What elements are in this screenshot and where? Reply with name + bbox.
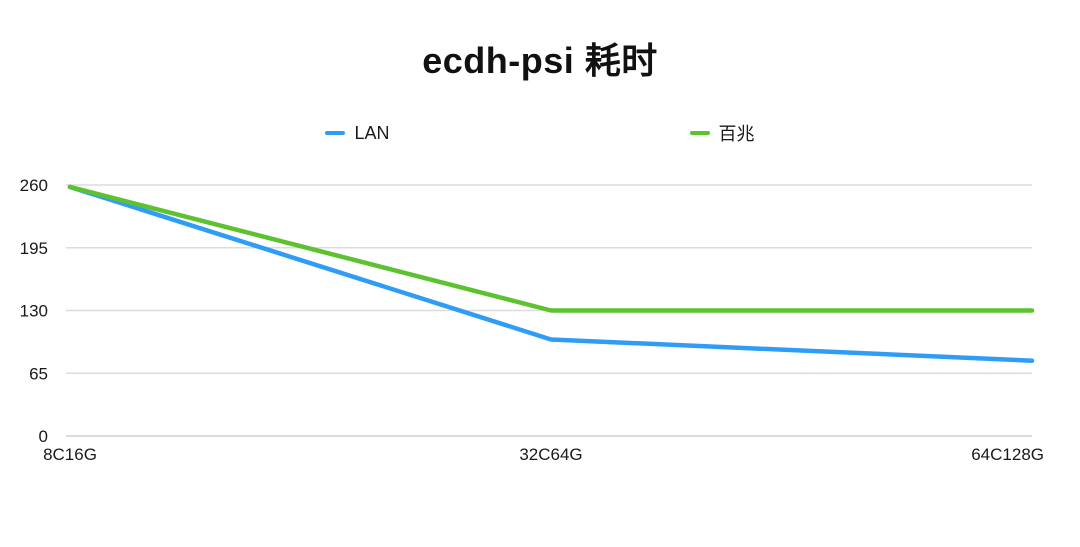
line-chart: 0 65 130 195 260 8C16G 32C64G 64C128G <box>0 160 1080 495</box>
series-line-lan <box>67 184 1035 363</box>
legend-item-lan: LAN <box>325 120 390 146</box>
legend-swatch <box>325 131 346 135</box>
y-tick-label: 260 <box>20 176 48 195</box>
x-tick-label: 64C128G <box>971 445 1044 464</box>
chart-canvas: 0 65 130 195 260 8C16G 32C64G 64C128G <box>20 176 1044 464</box>
series-line-baizhao <box>67 184 1035 313</box>
legend-label: LAN <box>354 122 390 143</box>
y-tick-label: 65 <box>29 364 48 383</box>
x-tick-label: 32C64G <box>519 445 582 464</box>
x-tick-label: 8C16G <box>43 445 97 464</box>
chart-legend: LAN 百兆 <box>0 120 1080 146</box>
legend-item-baizhao: 百兆 <box>689 120 755 146</box>
y-tick-label: 130 <box>20 302 48 321</box>
chart-title: ecdh-psi 耗时 <box>422 40 658 81</box>
y-tick-label: 195 <box>20 239 48 258</box>
y-tick-label: 0 <box>39 427 48 446</box>
legend-label: 百兆 <box>718 124 755 144</box>
legend-swatch <box>689 131 710 135</box>
